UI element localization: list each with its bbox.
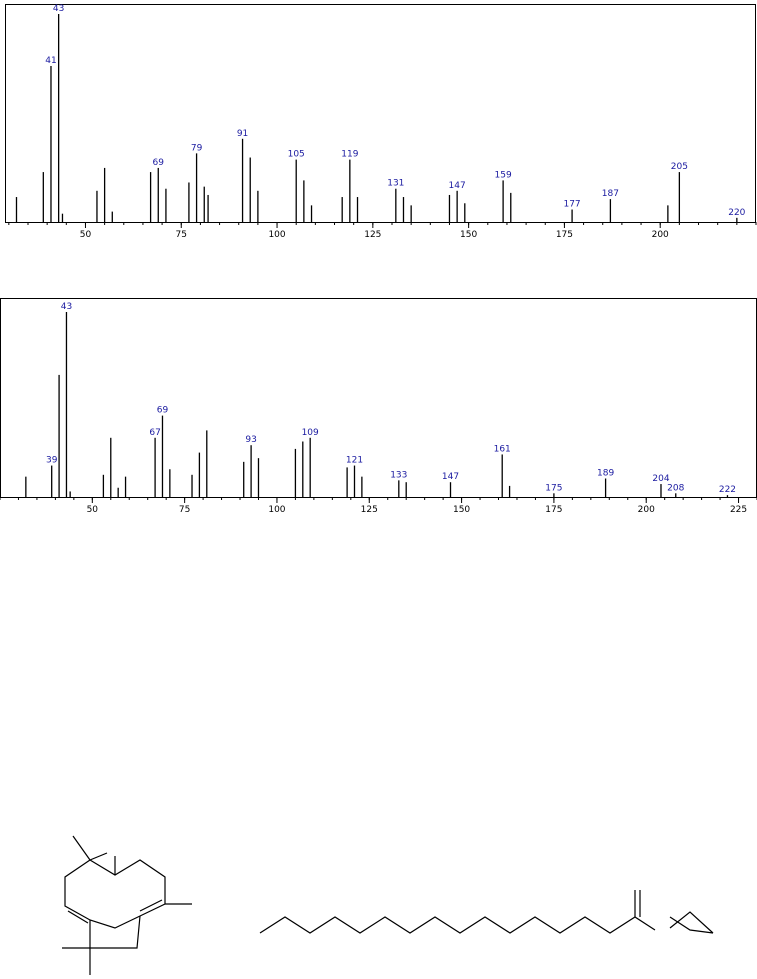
structures bbox=[62, 835, 714, 975]
x-tick-label: 175 bbox=[545, 505, 562, 515]
x-tick-label: 75 bbox=[179, 505, 190, 515]
peak-label: 175 bbox=[545, 483, 562, 493]
plot-frame bbox=[0, 298, 757, 498]
peak-label: 91 bbox=[237, 129, 248, 139]
peak-label: 105 bbox=[288, 150, 305, 160]
peak-label: 222 bbox=[719, 485, 736, 495]
peak-label: 79 bbox=[191, 143, 203, 153]
spectrum-chart: 50 75 100 125 150 175 200 41 43 69 79 91 105 119 131 14… bbox=[5, 4, 757, 240]
x-tick-label: 125 bbox=[361, 505, 378, 515]
peak-label: 204 bbox=[652, 474, 669, 484]
peak-label: 131 bbox=[387, 179, 404, 189]
chain-structure bbox=[259, 890, 714, 934]
peak-label: 133 bbox=[390, 470, 407, 480]
peak-label: 69 bbox=[157, 406, 169, 416]
peak-label: 43 bbox=[61, 302, 72, 312]
peak-label: 43 bbox=[53, 4, 64, 14]
x-tick-label: 200 bbox=[652, 230, 669, 240]
peak-label: 147 bbox=[442, 472, 459, 482]
peak-label: 39 bbox=[46, 456, 58, 466]
peak-label: 69 bbox=[153, 158, 165, 168]
x-tick-label: 150 bbox=[453, 505, 470, 515]
x-tick-label: 100 bbox=[268, 230, 285, 240]
x-tick-label: 50 bbox=[80, 230, 92, 240]
peak-label: 177 bbox=[563, 200, 580, 210]
x-tick-label: 100 bbox=[268, 505, 285, 515]
peak-label: 159 bbox=[495, 170, 512, 180]
peak-label: 220 bbox=[728, 208, 745, 218]
ring-structure bbox=[62, 835, 192, 975]
x-tick-label: 50 bbox=[87, 505, 99, 515]
peak-label: 67 bbox=[149, 428, 160, 438]
x-tick-label: 150 bbox=[460, 230, 477, 240]
peak-label: 187 bbox=[602, 189, 619, 199]
x-tick-label: 225 bbox=[730, 505, 747, 515]
peak-label: 205 bbox=[671, 162, 688, 172]
peak-label: 109 bbox=[302, 428, 319, 438]
x-tick-label: 75 bbox=[176, 230, 187, 240]
peak-label: 208 bbox=[667, 483, 684, 493]
peak-label: 189 bbox=[597, 469, 614, 479]
peak-label: 93 bbox=[245, 435, 256, 445]
peak-label: 121 bbox=[346, 456, 363, 466]
x-tick-label: 200 bbox=[638, 505, 655, 515]
peak-label: 119 bbox=[341, 150, 358, 160]
x-tick-label: 175 bbox=[556, 230, 573, 240]
plot-frame bbox=[5, 4, 756, 223]
peak-label: 147 bbox=[449, 181, 466, 191]
peak-label: 41 bbox=[45, 56, 56, 66]
spectrum-chart: 50 75 100 125 150 175 200 225 39 43 67 69 93 109 121 13… bbox=[0, 298, 757, 515]
peak-label: 161 bbox=[494, 444, 511, 454]
x-tick-label: 125 bbox=[364, 230, 381, 240]
